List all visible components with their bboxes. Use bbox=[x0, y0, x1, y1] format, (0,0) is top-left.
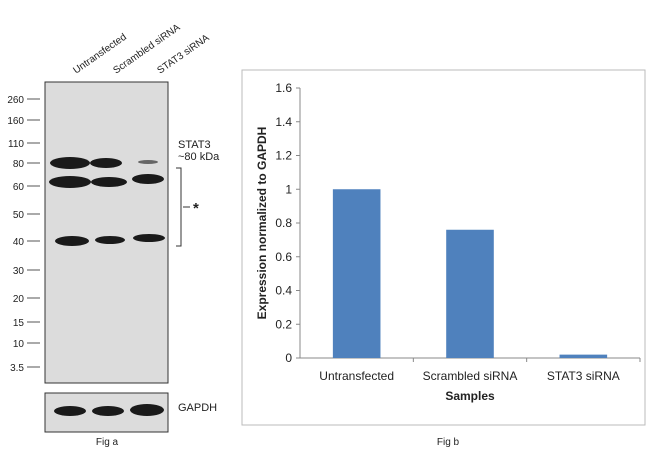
nonspecific-label: * bbox=[193, 200, 199, 217]
marker-label: 3.5 bbox=[10, 363, 24, 374]
x-tick-label: Scrambled siRNA bbox=[423, 369, 518, 383]
y-tick-label: 1.4 bbox=[275, 115, 292, 129]
bar bbox=[332, 189, 381, 358]
marker-label: 30 bbox=[13, 266, 25, 277]
marker-label: 20 bbox=[13, 294, 25, 305]
marker-label: 50 bbox=[13, 210, 25, 221]
target-label: STAT3 bbox=[178, 139, 211, 151]
marker-label: 15 bbox=[13, 318, 25, 329]
bar bbox=[446, 229, 494, 358]
y-tick-label: 1 bbox=[285, 182, 292, 196]
y-tick-label: 0.6 bbox=[275, 250, 292, 264]
chart-frame bbox=[241, 69, 646, 426]
blot-membrane bbox=[44, 81, 169, 384]
y-tick-label: 0 bbox=[285, 351, 292, 365]
marker-label: 40 bbox=[13, 237, 25, 248]
y-axis-title: Expression normalized to GAPDH bbox=[255, 127, 269, 320]
marker-label: 110 bbox=[8, 139, 24, 150]
bands bbox=[49, 157, 165, 246]
gapdh-bands bbox=[54, 404, 164, 416]
loading-control-label: GAPDH bbox=[178, 402, 217, 414]
y-tick-label: 0.4 bbox=[275, 284, 292, 298]
bar bbox=[559, 354, 608, 358]
y-tick-label: 1.2 bbox=[275, 149, 292, 163]
y-tick-label: 1.6 bbox=[275, 81, 292, 95]
y-tick-label: 0.2 bbox=[275, 317, 292, 331]
y-tick-label: 0.8 bbox=[275, 216, 292, 230]
marker-label: 80 bbox=[13, 159, 25, 170]
x-tick-label: Untransfected bbox=[319, 369, 394, 383]
target-size: ~80 kDa bbox=[178, 151, 220, 163]
bracket bbox=[176, 167, 182, 247]
marker-label: 60 bbox=[13, 182, 25, 193]
caption: Fig a bbox=[96, 437, 119, 448]
marker-label: 260 bbox=[7, 95, 24, 106]
x-axis-title: Samples bbox=[445, 389, 495, 403]
marker-label: 160 bbox=[7, 116, 24, 127]
x-tick-label: STAT3 siRNA bbox=[547, 369, 620, 383]
caption: Fig b bbox=[437, 437, 460, 448]
marker-label: 10 bbox=[13, 339, 25, 350]
